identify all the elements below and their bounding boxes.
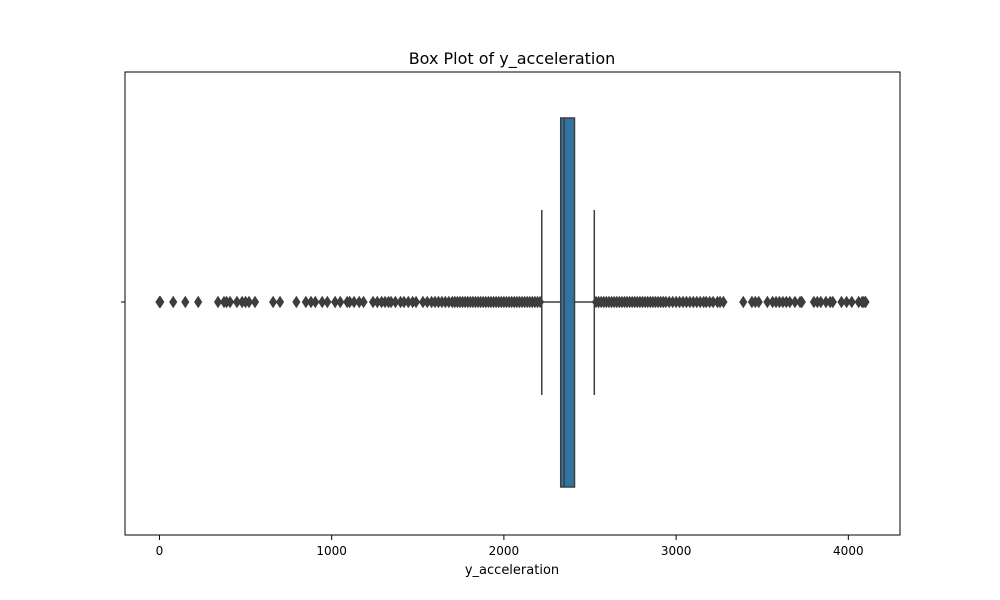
outlier-point [847,295,856,309]
outlier-point [275,295,285,309]
outlier-point [292,295,301,309]
x-tick-label: 0 [156,544,164,558]
plot-area [124,71,901,536]
outlier-point [861,295,870,309]
plot-frame [124,71,901,536]
outlier-point [213,295,223,309]
outlier-point [269,295,278,309]
outlier-point [797,295,806,309]
outlier-point [225,295,235,309]
outlier-point [359,295,368,309]
box-iqr [559,117,576,488]
x-axis: 0 1000 2000 3000 4000 [121,301,864,558]
outlier-point [411,295,421,309]
outlier-point [719,295,728,309]
outlier-point [194,295,203,309]
outlier-point [250,295,260,309]
outlier-point [181,295,190,309]
outlier-point [323,295,332,309]
x-tick-label: 2000 [489,544,520,558]
outlier-point [739,295,748,309]
outlier-point [754,295,763,309]
x-axis-label: y_acceleration [465,563,559,578]
outlier-point [244,295,254,309]
x-tick-label: 1000 [316,544,347,558]
outlier-point [828,295,837,309]
outlier-point [169,295,178,309]
x-tick-label: 4000 [833,544,864,558]
x-tick-label: 3000 [661,544,692,558]
outlier-point [156,295,165,309]
chart-title: Box Plot of y_acceleration [409,49,616,69]
outlier-point [535,295,545,309]
outlier-point [336,295,345,309]
outlier-point [311,295,320,309]
